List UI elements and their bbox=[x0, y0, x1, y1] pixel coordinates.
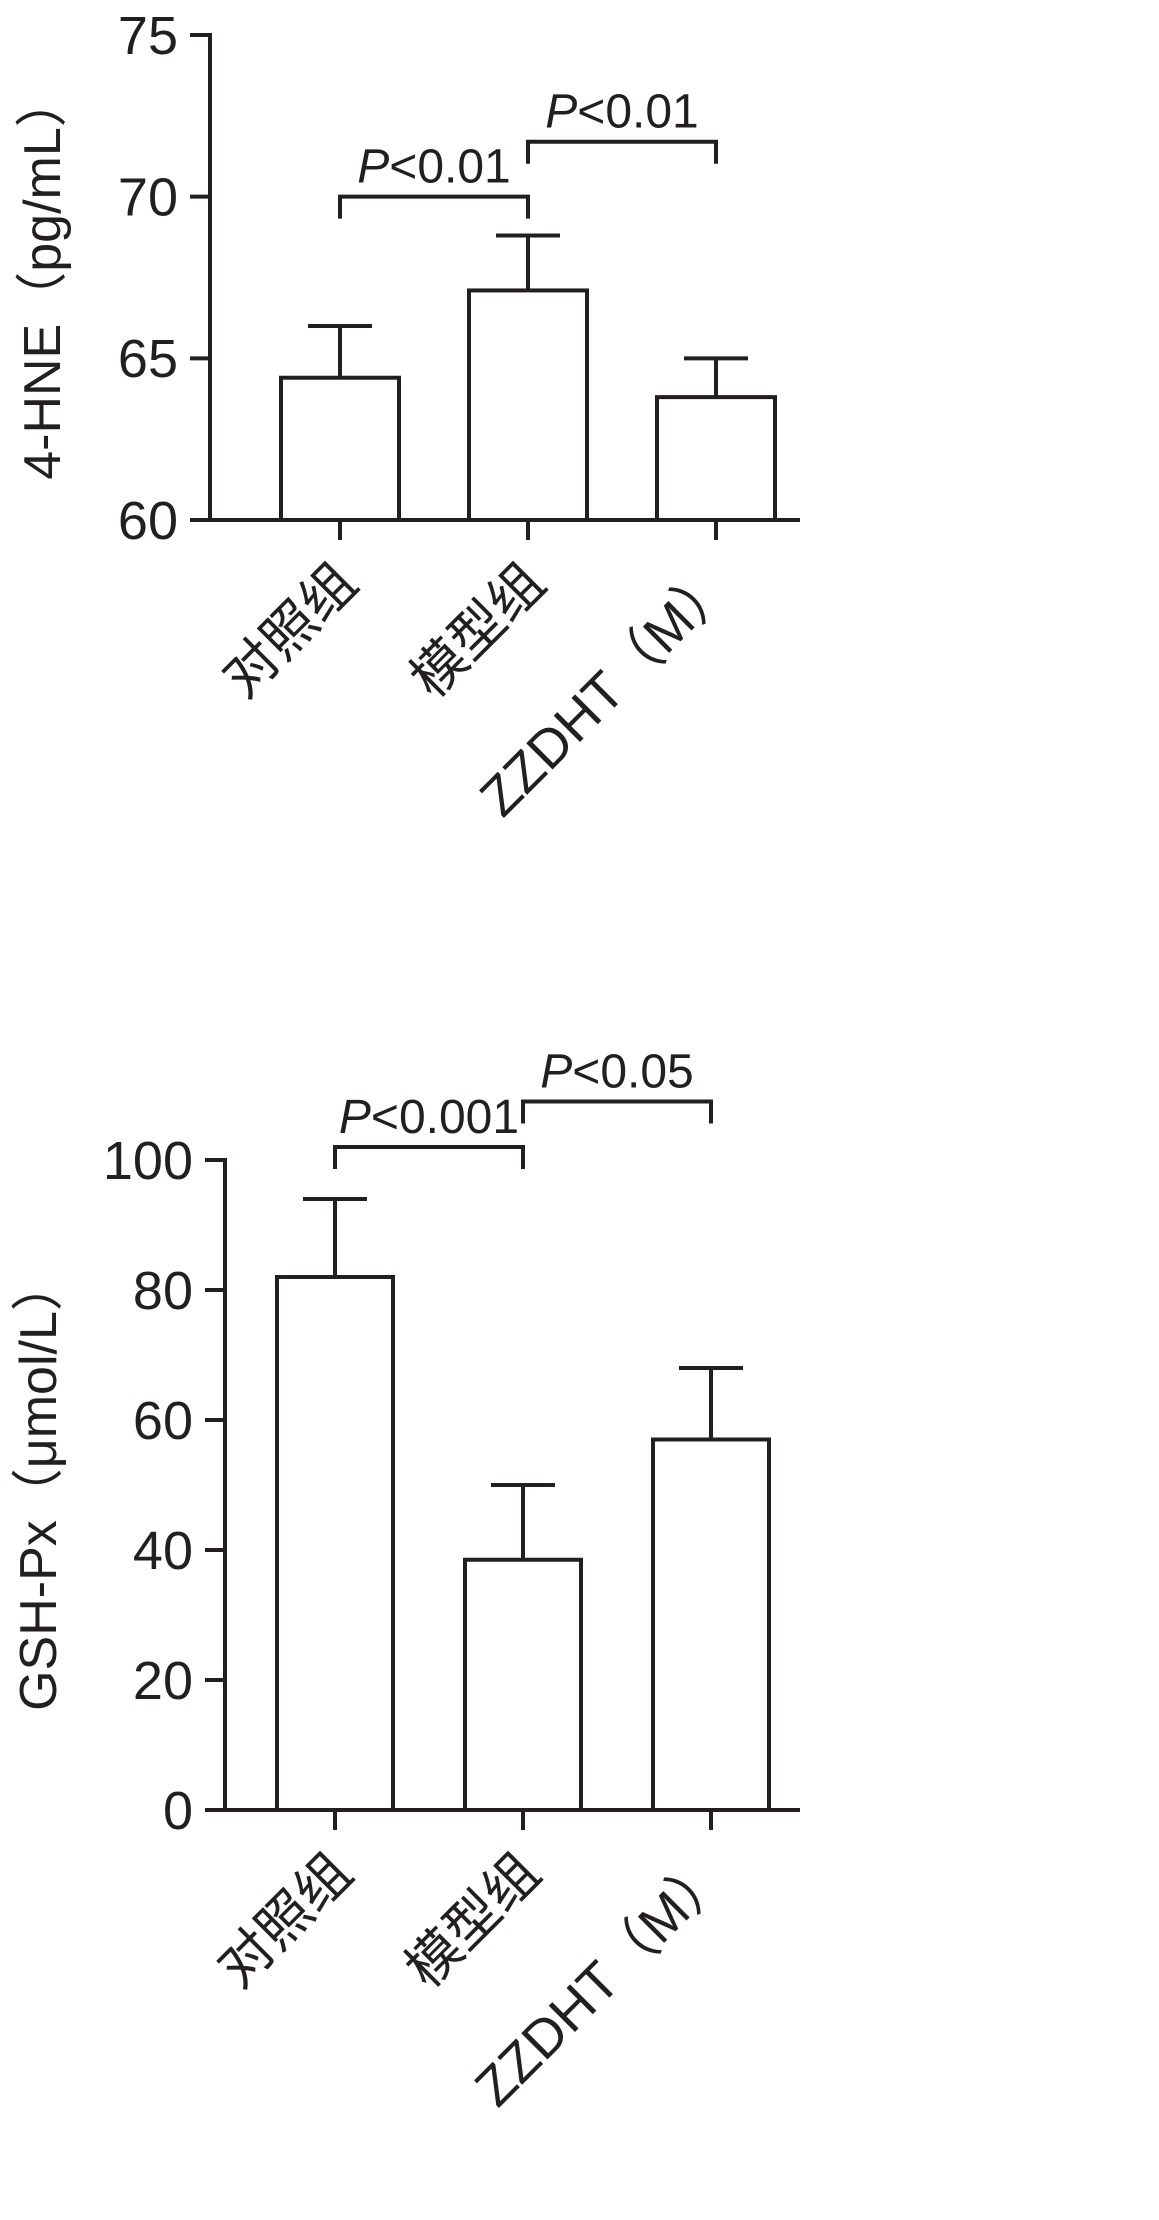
category-label: 对照组 bbox=[207, 1842, 364, 1999]
significance-label: P<0.01 bbox=[545, 86, 698, 139]
y-tick-label: 60 bbox=[118, 491, 178, 551]
category-label: 模型组 bbox=[400, 552, 557, 709]
significance-label: P<0.001 bbox=[339, 1091, 519, 1144]
significance-bracket bbox=[338, 194, 530, 219]
y-tick-label: 100 bbox=[103, 1131, 193, 1191]
y-tick-label: 20 bbox=[133, 1651, 193, 1711]
y-tick-label: 70 bbox=[118, 168, 178, 228]
bar bbox=[467, 288, 589, 522]
y-tick-label: 60 bbox=[133, 1391, 193, 1451]
bar bbox=[463, 1557, 583, 1812]
y-tick-label: 80 bbox=[133, 1261, 193, 1321]
category-label: 对照组 bbox=[212, 552, 369, 709]
y-tick-label: 75 bbox=[118, 6, 178, 66]
y-axis-title: GSH-Px（μmol/L） bbox=[10, 1259, 68, 1711]
significance-label: P<0.01 bbox=[357, 141, 510, 194]
bar bbox=[655, 395, 777, 522]
bar bbox=[651, 1437, 771, 1812]
y-tick-label: 0 bbox=[163, 1781, 193, 1841]
bar bbox=[275, 1275, 395, 1812]
y-tick-label: 65 bbox=[118, 329, 178, 389]
category-label: 模型组 bbox=[395, 1842, 552, 1999]
significance-bracket bbox=[333, 1145, 525, 1169]
significance-bracket bbox=[526, 139, 718, 164]
y-tick-label: 40 bbox=[133, 1521, 193, 1581]
bar bbox=[279, 375, 401, 522]
significance-bracket bbox=[521, 1099, 713, 1124]
y-axis-title: 4-HNE（pg/mL） bbox=[14, 75, 72, 480]
significance-label: P<0.05 bbox=[540, 1046, 693, 1099]
